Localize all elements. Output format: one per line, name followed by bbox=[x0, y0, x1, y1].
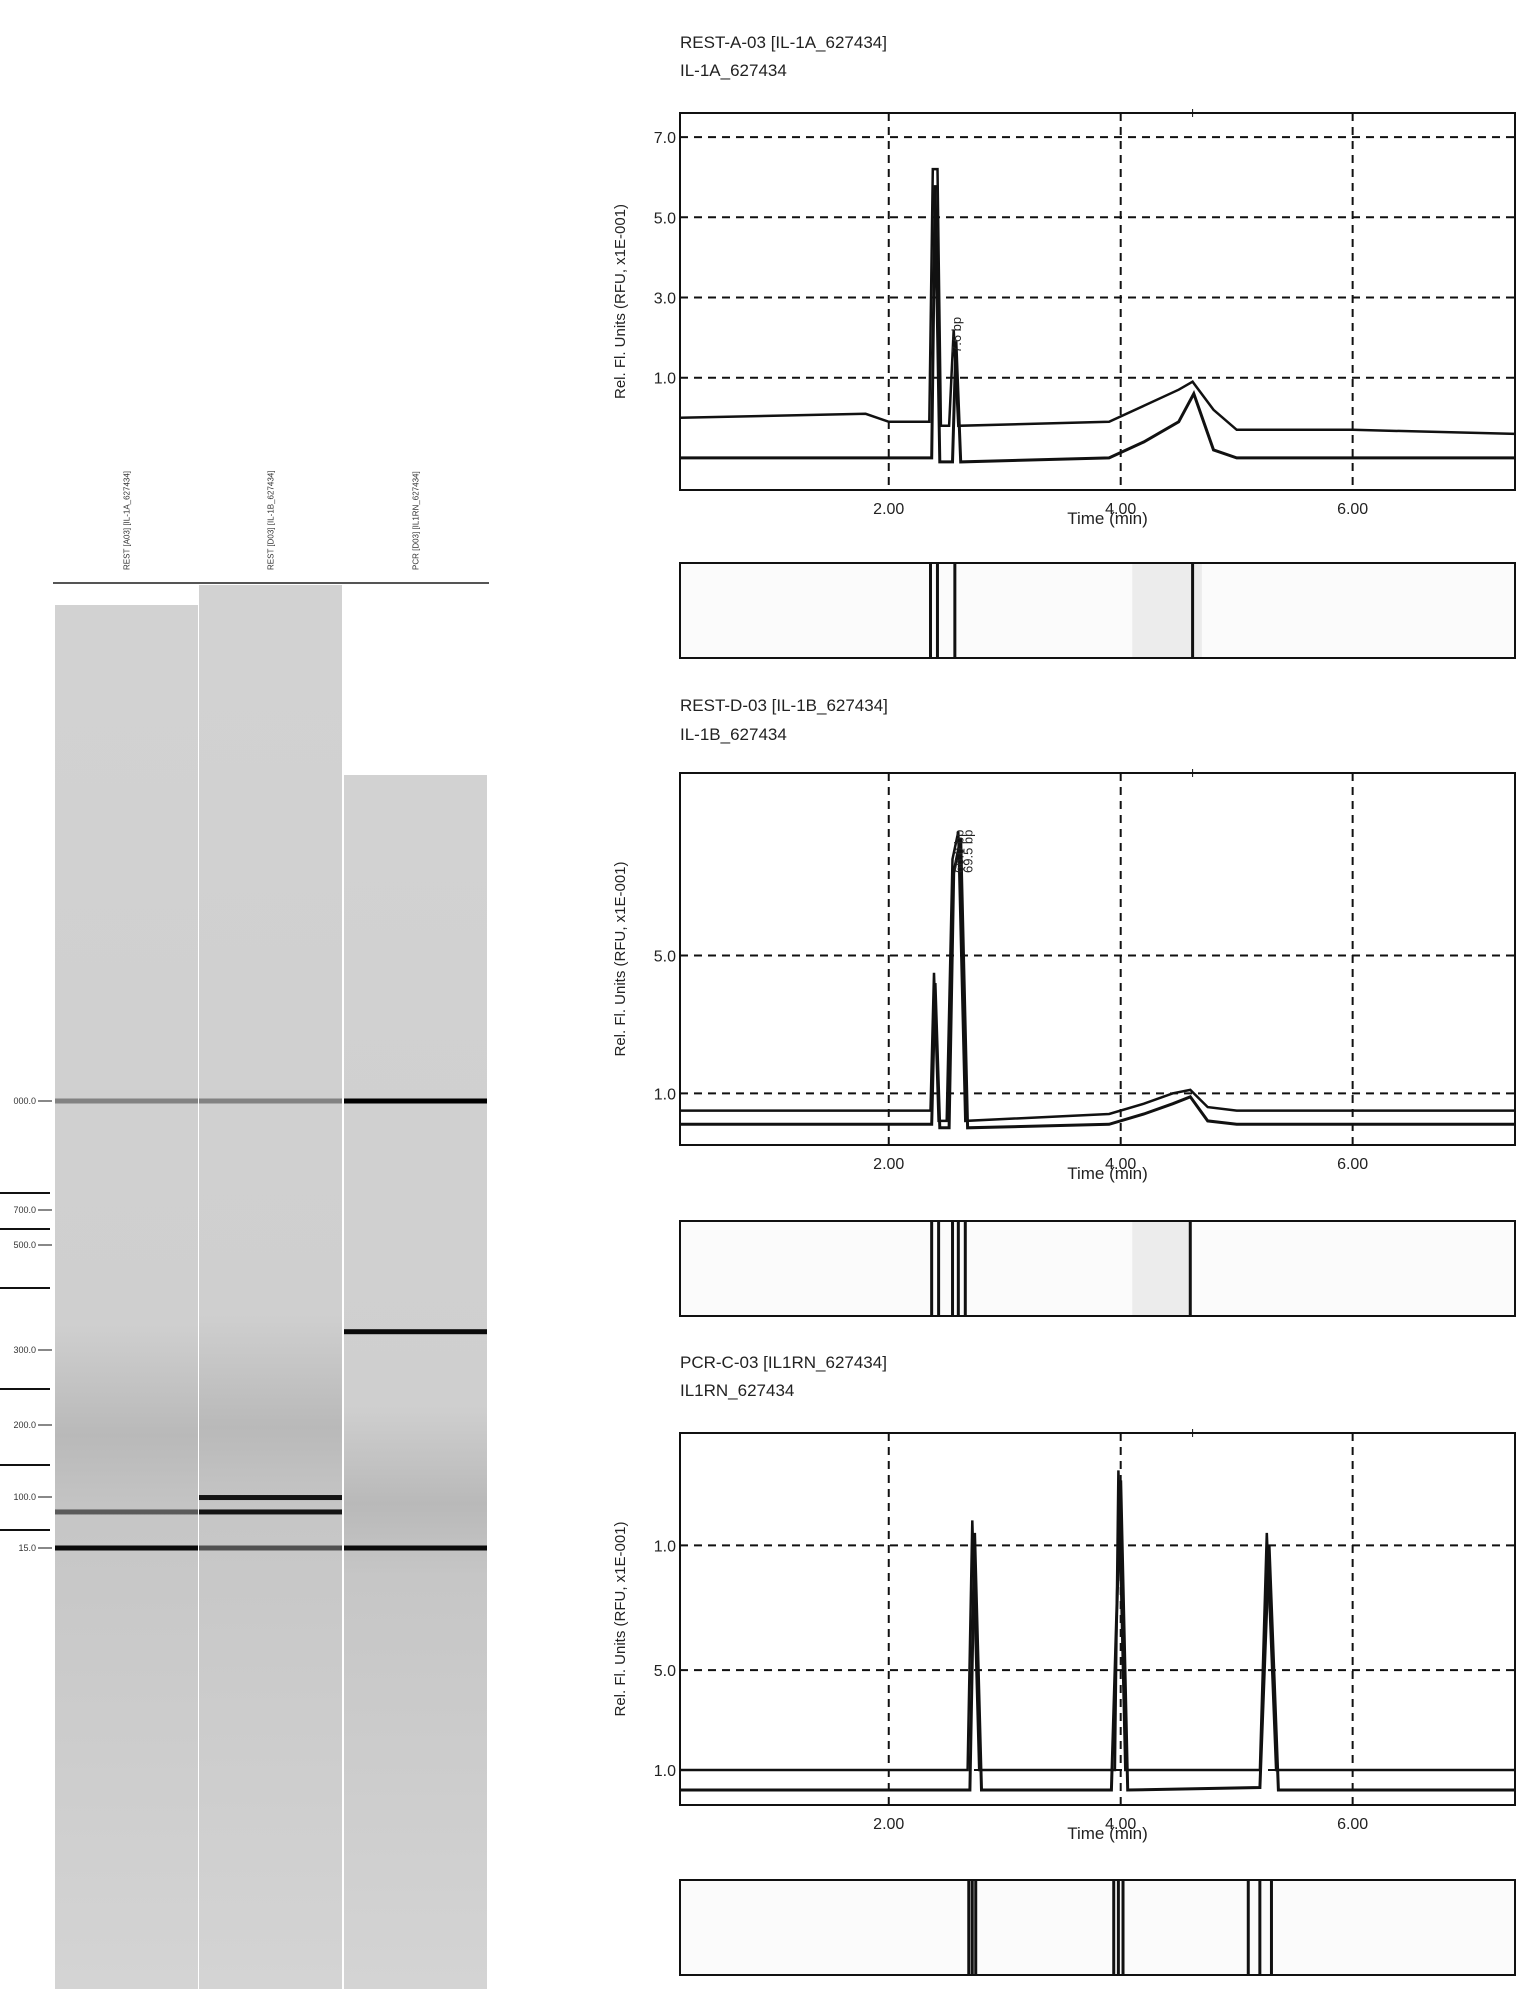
x-axis-label: Time (min) bbox=[1067, 509, 1148, 528]
ladder-label: 15.0 bbox=[18, 1543, 36, 1553]
gel-band bbox=[199, 1545, 342, 1551]
y-axis-label: Rel. Fl. Units (RFU, x1E-001) bbox=[612, 861, 629, 1056]
peak-label: 7.6 bp bbox=[949, 317, 964, 353]
x-tick-label: 2.00 bbox=[873, 1156, 904, 1173]
ladder-label: 500.0 bbox=[13, 1240, 36, 1250]
gel-strip-frame bbox=[679, 562, 1516, 659]
chart-title: REST-D-03 [IL-1B_627434] bbox=[680, 696, 888, 715]
gel-lane-3: PCR [D03] [IL1RN_627434] bbox=[342, 471, 489, 1989]
y-axis-label: Rel. Fl. Units (RFU, x1E-001) bbox=[612, 204, 629, 399]
gel-lane-2: REST [D03] [IL-1B_627434] bbox=[197, 471, 344, 1989]
gel-strip-frame bbox=[679, 1220, 1516, 1317]
x-tick-label: 4.00 bbox=[1105, 1816, 1136, 1833]
x-tick-label: 6.00 bbox=[1337, 501, 1368, 518]
electropherogram-panel: REST-A-03 [IL-1A_627434] IL-1A_627434 2.00… bbox=[612, 33, 1516, 1976]
y-axis-label: Rel. Fl. Units (RFU, x1E-001) bbox=[612, 1521, 629, 1716]
y-tick-label: 3.0 bbox=[654, 290, 676, 307]
gel-lane-background bbox=[199, 585, 342, 1989]
trace-line-1 bbox=[680, 1470, 1515, 1772]
ladder-label: 000.0 bbox=[13, 1096, 36, 1106]
gel-lane-label: PCR [D03] [IL1RN_627434] bbox=[412, 471, 421, 570]
x-tick-label: 6.00 bbox=[1337, 1156, 1368, 1173]
trace-line-2 bbox=[680, 1480, 1515, 1792]
gel-band bbox=[55, 1098, 198, 1104]
gel-band bbox=[344, 1329, 487, 1335]
trace-line-2 bbox=[680, 185, 1515, 464]
gel-lane-label: REST [A03] [IL-1A_627434] bbox=[123, 471, 132, 570]
gel-band bbox=[344, 1545, 487, 1551]
ladder-label: 100.0 bbox=[13, 1492, 36, 1502]
y-tick-label: 1.0 bbox=[654, 1538, 676, 1555]
electropherogram-chart-3: PCR-C-03 [IL1RN_627434] IL1RN_627434 2.00 4… bbox=[612, 1353, 1516, 1976]
ladder-label: 700.0 bbox=[13, 1205, 36, 1215]
trace-line-2 bbox=[680, 838, 1515, 1130]
gel-band bbox=[344, 1098, 487, 1104]
y-tick-label: 1.0 bbox=[654, 1086, 676, 1103]
plot-frame bbox=[679, 772, 1516, 1146]
chart-subtitle: IL-1A_627434 bbox=[680, 61, 787, 80]
x-axis-label: Time (min) bbox=[1067, 1164, 1148, 1183]
ladder-markers: 000.0 700.0 500.0 300.0 200.0 100.0 15.0 bbox=[0, 1096, 52, 1553]
gel-lanes: REST [A03] [IL-1A_627434] REST [D03] [IL-… bbox=[53, 471, 489, 1989]
plot-frame bbox=[679, 1432, 1516, 1806]
gel-strip-shade bbox=[1132, 564, 1202, 657]
y-tick-label: 5.0 bbox=[654, 210, 676, 227]
gel-lane-1: REST [A03] [IL-1A_627434] bbox=[53, 471, 200, 1989]
chart-title: PCR-C-03 [IL1RN_627434] bbox=[680, 1353, 887, 1372]
x-tick-label: 2.00 bbox=[873, 1816, 904, 1833]
gel-band bbox=[55, 1545, 198, 1551]
electropherogram-chart-1: REST-A-03 [IL-1A_627434] IL-1A_627434 2.00… bbox=[612, 33, 1516, 659]
gel-band bbox=[55, 1509, 198, 1515]
plot-frame bbox=[679, 112, 1516, 491]
x-tick-label: 4.00 bbox=[1105, 501, 1136, 518]
peak-label: 69.5 bp bbox=[961, 830, 976, 873]
y-tick-label: 5.0 bbox=[654, 949, 676, 966]
y-tick-label: 5.0 bbox=[654, 1663, 676, 1680]
y-tick-label: 7.0 bbox=[654, 130, 676, 147]
y-tick-label: 1.0 bbox=[654, 1763, 676, 1780]
x-axis-label: Time (min) bbox=[1067, 1824, 1148, 1843]
peak-label: 66.0 bp bbox=[951, 830, 966, 873]
ladder-label: 200.0 bbox=[13, 1420, 36, 1430]
gel-band bbox=[199, 1495, 342, 1501]
x-tick-label: 6.00 bbox=[1337, 1816, 1368, 1833]
ladder-label: 300.0 bbox=[13, 1345, 36, 1355]
chart-title: REST-A-03 [IL-1A_627434] bbox=[680, 33, 887, 52]
x-tick-label: 4.00 bbox=[1105, 1156, 1136, 1173]
y-tick-label: 1.0 bbox=[654, 371, 676, 388]
gel-lane-label: REST [D03] [IL-1B_627434] bbox=[267, 471, 276, 570]
gel-strip-frame bbox=[679, 1879, 1516, 1976]
electropherogram-chart-2: REST-D-03 [IL-1B_627434] IL-1B_627434 2.00… bbox=[612, 696, 1516, 1317]
virtual-gel-image: 000.0 700.0 500.0 300.0 200.0 100.0 15.0 REST … bbox=[0, 471, 489, 1989]
gel-strip-shade bbox=[1132, 1222, 1191, 1315]
chart-subtitle: IL-1B_627434 bbox=[680, 725, 787, 744]
gel-lane-background bbox=[344, 775, 487, 1989]
gel-lane-background bbox=[55, 605, 198, 1989]
gel-band bbox=[199, 1509, 342, 1515]
x-tick-label: 2.00 bbox=[873, 501, 904, 518]
chart-subtitle: IL1RN_627434 bbox=[680, 1381, 794, 1400]
gel-band bbox=[199, 1098, 342, 1104]
